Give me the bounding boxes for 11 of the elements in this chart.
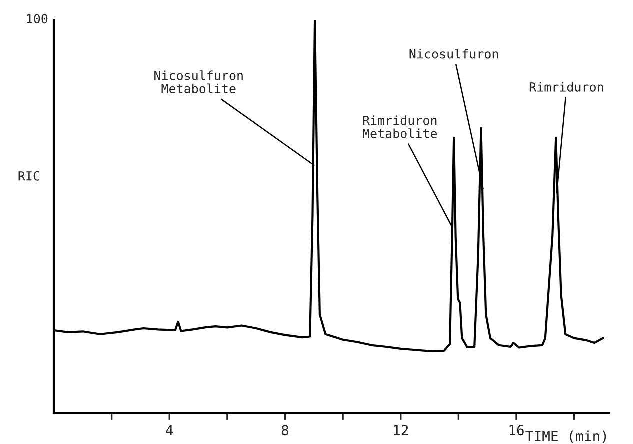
annotation: Rimriduron	[530, 82, 604, 92]
annotation: Nicosulfuron Metabolite	[154, 70, 243, 94]
y-axis-title: RIC	[18, 171, 40, 181]
x-tick-label: 12	[394, 425, 408, 436]
x-tick-label: 4	[166, 425, 174, 436]
x-tick-label: 16	[510, 425, 524, 436]
text: 100	[27, 14, 48, 24]
annotation: Nicosulfuron	[410, 49, 498, 59]
x-tick-label: 8	[282, 425, 289, 436]
x-axis-title: TIME (min)	[526, 430, 606, 444]
annotation: Rimriduron Metabolite	[363, 116, 438, 138]
